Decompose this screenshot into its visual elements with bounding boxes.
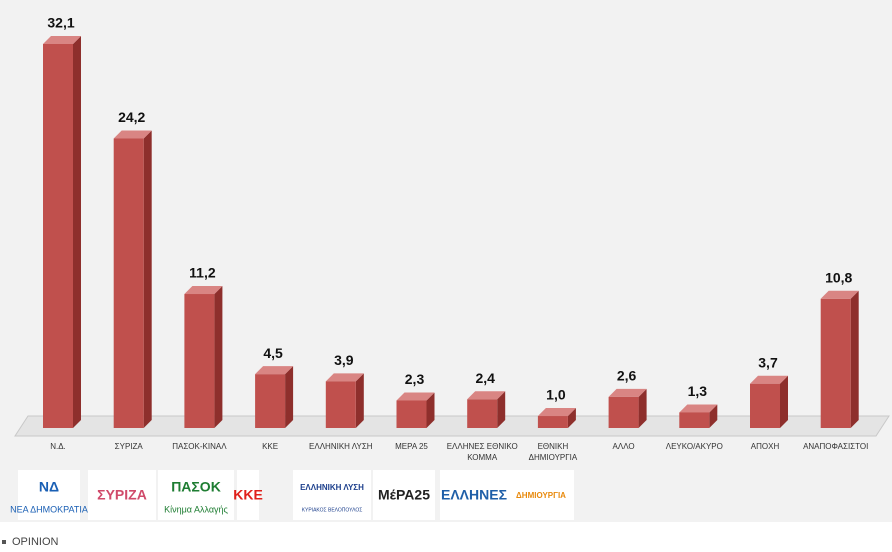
bar-side [426, 392, 435, 428]
bar-top [396, 392, 435, 401]
bar-side [850, 290, 859, 428]
floor [14, 415, 890, 437]
bar-top [820, 290, 859, 299]
x-tick-label: ΚΚΕ [262, 442, 278, 451]
bar-side [214, 286, 223, 428]
bar [608, 396, 639, 428]
x-tick-label: ΕΛΛΗΝΕΣ ΕΘΝΙΚΟ ΚΟΜΜΑ [447, 442, 518, 462]
bar-top [537, 408, 576, 417]
logo-box [18, 470, 80, 520]
data-label: 2,4 [475, 370, 495, 386]
bar-side [355, 373, 364, 428]
bar [820, 298, 851, 428]
caption: OPINION [12, 536, 59, 548]
caption-dot [2, 540, 6, 544]
data-label: 24,2 [118, 109, 145, 125]
data-label: 4,5 [263, 345, 283, 361]
bar [679, 412, 710, 428]
logo-name: ΣΥΡΙΖΑ [97, 487, 147, 503]
bar [113, 138, 144, 428]
bar [467, 399, 498, 428]
data-label: 32,1 [47, 15, 74, 31]
logo-sub: ΚΥΡΙΑΚΟΣ ΒΕΛΟΠΟΥΛΟΣ [302, 507, 363, 513]
bar-top [325, 373, 364, 382]
data-label: 1,3 [688, 383, 708, 399]
logo-name: ΚΚΕ [233, 487, 263, 503]
logo-name: ΕΛΛΗΝΙΚΗ ΛΥΣΗ [300, 483, 364, 492]
x-tick-label: ΕΘΝΙΚΗ ΔΗΜΙΟΥΡΓΙΑ [529, 442, 578, 462]
data-label: 1,0 [546, 387, 566, 403]
bar-side [285, 366, 294, 428]
bar-side [638, 388, 647, 428]
bar-side [73, 36, 81, 428]
logo-box [293, 470, 371, 520]
bar-side [709, 404, 718, 428]
bar-top [255, 366, 294, 375]
bar [184, 294, 215, 428]
logo-name: ΕΛΛΗΝΕΣ [441, 487, 507, 503]
bar-side [567, 408, 576, 428]
x-tick-label: ΛΕΥΚΟ/ΑΚΥΡΟ [666, 442, 723, 451]
bar-top [184, 286, 223, 295]
logo-box [158, 470, 234, 520]
logo-name: ΜέΡΑ25 [378, 487, 430, 503]
logo-name: ΝΔ [39, 479, 59, 495]
bar [537, 416, 568, 428]
x-tick-label: ΑΛΛΟ [613, 442, 635, 451]
bar-side [497, 391, 506, 428]
logo-sub: Κίνημα Αλλαγής [164, 504, 228, 514]
logo-box [373, 470, 435, 520]
bar [43, 44, 73, 428]
x-tick-label: Ν.Δ. [50, 442, 66, 451]
logo-name: ΠΑΣΟΚ [171, 479, 221, 495]
bar-top [43, 36, 81, 44]
logo-sub: ΝΕΑ ΔΗΜΟΚΡΑΤΙΑ [10, 504, 88, 514]
x-tick-label: ΣΥΡΙΖΑ [115, 442, 144, 451]
bar-top [467, 391, 506, 400]
logo-box [508, 470, 574, 520]
data-label: 11,2 [189, 265, 216, 281]
bar [325, 381, 356, 428]
bar-top [113, 130, 152, 139]
bar [396, 400, 427, 428]
bar-side [780, 375, 788, 428]
bar-top [679, 404, 718, 413]
x-tick-label: ΠΑΣΟΚ-ΚΙΝΑΛ [172, 442, 227, 451]
logo-box [88, 470, 156, 520]
bar [255, 374, 286, 428]
x-tick-label: ΜΕΡΑ 25 [395, 442, 428, 451]
data-label: 10,8 [825, 270, 852, 286]
x-tick-label: ΕΛΛΗΝΙΚΗ ΛΥΣΗ [309, 442, 373, 451]
data-label: 2,6 [617, 368, 637, 384]
data-label: 3,7 [758, 354, 778, 370]
logo-box [440, 470, 508, 520]
logo-name: ΔΗΜΙΟΥΡΓΙΑ [516, 491, 566, 500]
x-tick-label: ΑΝΑΠΟΦΑΣΙΣΤΟΙ [803, 442, 868, 451]
bar-top [750, 375, 788, 384]
bar-top [608, 388, 647, 397]
data-label: 2,3 [405, 371, 425, 387]
x-tick-label: ΑΠΟΧΗ [751, 442, 780, 451]
data-label: 3,9 [334, 352, 354, 368]
bar-side [143, 130, 152, 428]
logo-box [237, 470, 259, 520]
bar [750, 383, 780, 428]
